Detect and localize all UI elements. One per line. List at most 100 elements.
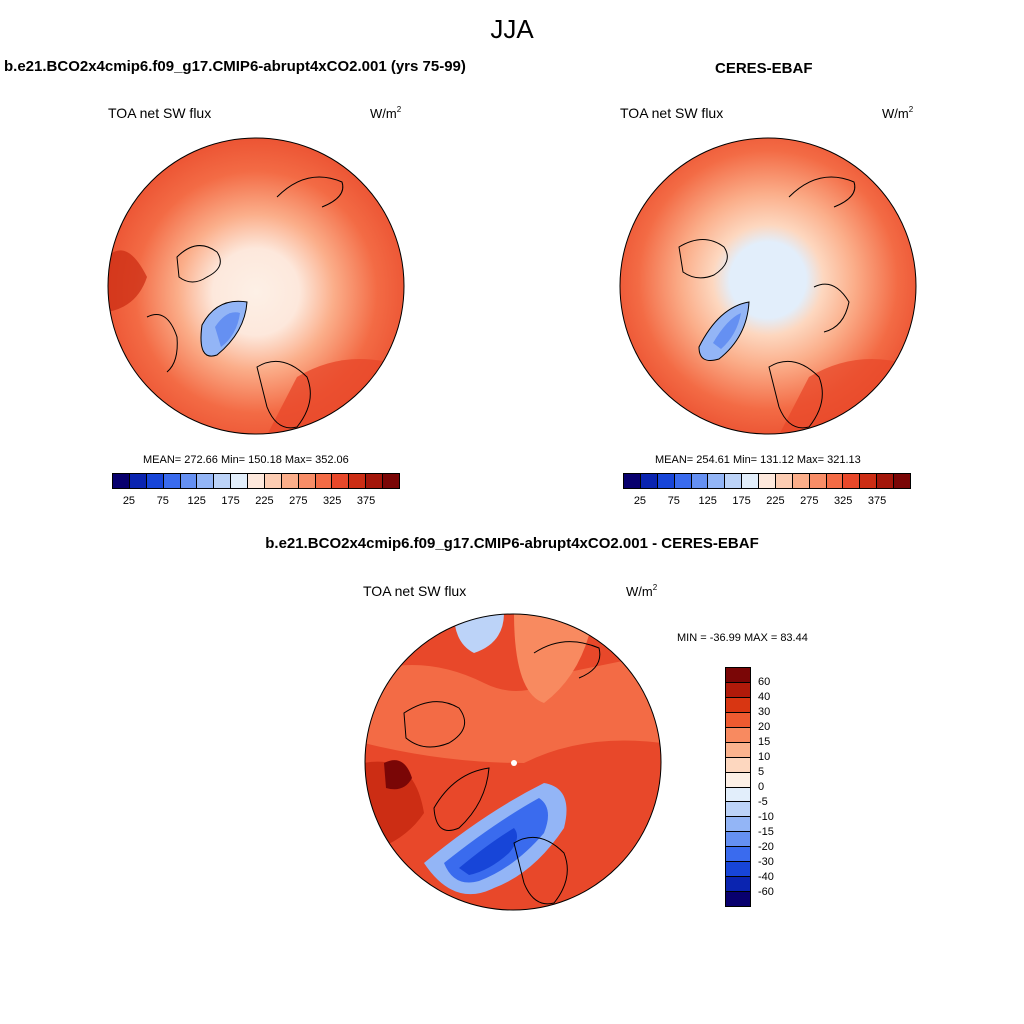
colorbar-tick-label: 75 xyxy=(156,495,169,507)
colorbar-swatch xyxy=(792,474,810,488)
colorbar-swatch xyxy=(332,474,350,488)
panel-3-negative-region-deep xyxy=(459,828,518,875)
colorbar-tick-label: 60 xyxy=(758,676,771,688)
colorbar-tick-label: -15 xyxy=(758,826,774,838)
colorbar-tick-label: 75 xyxy=(667,495,680,507)
panel-3-max-hotspot xyxy=(384,760,412,790)
colorbar-swatch xyxy=(298,474,316,488)
panel-1-colorbar xyxy=(112,473,400,489)
panel-3-greenland xyxy=(433,767,490,831)
panel-2-title: CERES-EBAF xyxy=(715,60,813,77)
colorbar-swatch xyxy=(726,802,750,818)
panel-1-coastline-2 xyxy=(256,360,311,429)
colorbar-tick-label: 5 xyxy=(758,766,765,778)
panel-3-pole-marker xyxy=(511,760,517,766)
colorbar-swatch xyxy=(726,847,750,863)
colorbar-tick-label: 225 xyxy=(255,495,274,507)
colorbar-swatch xyxy=(725,474,743,488)
panel-1-unit-label: W/m2 xyxy=(370,105,402,121)
colorbar-swatch xyxy=(366,474,383,488)
panel-1-polar-map xyxy=(107,137,405,435)
panel-2-greenland-core xyxy=(713,313,741,349)
panel-3-positive-band-1 xyxy=(365,653,661,763)
colorbar-swatch xyxy=(197,474,215,488)
panel-2-colorbar-ticks: 25 75 125 175 225 275 325 375 xyxy=(623,495,911,509)
panel-2-coastline-3 xyxy=(788,176,856,208)
colorbar-swatch xyxy=(860,474,878,488)
panel-3-unit-label: W/m2 xyxy=(626,583,658,599)
panel-3-coastline-2 xyxy=(513,836,568,905)
colorbar-tick-label: 25 xyxy=(633,495,647,507)
colorbar-swatch xyxy=(726,727,750,743)
panel-1-coastline-4 xyxy=(146,314,178,373)
panel-1-low-albedo-region xyxy=(108,250,147,312)
panel-2-stats: MEAN= 254.61 Min= 131.12 Max= 321.13 xyxy=(655,454,861,466)
colorbar-swatch xyxy=(264,474,282,488)
colorbar-swatch xyxy=(180,474,198,488)
colorbar-swatch xyxy=(726,668,750,683)
panel-3-title: b.e21.BCO2x4cmip6.f09_g17.CMIP6-abrupt4x… xyxy=(265,535,759,552)
panel-2-unit-label: W/m2 xyxy=(882,105,914,121)
colorbar-tick-label: 15 xyxy=(758,736,771,748)
colorbar-swatch xyxy=(759,474,776,488)
colorbar-swatch xyxy=(726,787,750,803)
figure-title: JJA xyxy=(490,14,534,44)
panel-3-polar-map xyxy=(364,613,662,911)
colorbar-swatch xyxy=(281,474,299,488)
panel-2-coastline-4 xyxy=(813,283,850,333)
colorbar-swatch xyxy=(894,474,910,488)
colorbar-tick-label: -40 xyxy=(758,871,774,883)
colorbar-swatch xyxy=(726,817,750,833)
colorbar-tick-label: -5 xyxy=(758,796,768,808)
colorbar-swatch xyxy=(742,474,759,488)
panel-1-stats: MEAN= 272.66 Min= 150.18 Max= 352.06 xyxy=(143,454,349,466)
colorbar-tick-label: 325 xyxy=(834,495,853,507)
colorbar-swatch xyxy=(640,474,658,488)
colorbar-tick-label: -30 xyxy=(758,856,774,868)
colorbar-swatch xyxy=(826,474,844,488)
panel-2-coastline-2 xyxy=(768,360,823,429)
colorbar-swatch xyxy=(726,772,750,788)
colorbar-tick-label: 20 xyxy=(758,721,771,733)
colorbar-swatch xyxy=(231,474,248,488)
panel-3-positive-band-2 xyxy=(514,614,594,703)
colorbar-swatch xyxy=(726,832,750,848)
colorbar-tick-label: 175 xyxy=(221,495,240,507)
panel-3-colorbar-ticks: 60 40 30 20 15 10 5 0 -5 -10 -15 -20 -30 -40 -60 xyxy=(758,667,798,907)
colorbar-swatch xyxy=(657,474,675,488)
colorbar-swatch xyxy=(146,474,164,488)
colorbar-tick-label: -60 xyxy=(758,886,774,898)
panel-3-negative-region-north xyxy=(454,614,504,653)
colorbar-swatch xyxy=(775,474,793,488)
colorbar-swatch xyxy=(708,474,726,488)
colorbar-swatch xyxy=(726,892,750,906)
colorbar-swatch xyxy=(809,474,827,488)
panel-3-coastline-3 xyxy=(533,641,601,679)
colorbar-swatch xyxy=(315,474,333,488)
panel-3-stats: MIN = -36.99 MAX = 83.44 xyxy=(677,632,808,644)
colorbar-swatch xyxy=(726,862,750,878)
panel-1-coastline-3 xyxy=(276,176,344,208)
colorbar-swatch xyxy=(726,742,750,758)
colorbar-swatch xyxy=(674,474,692,488)
colorbar-swatch xyxy=(248,474,265,488)
colorbar-swatch xyxy=(726,682,750,698)
panel-1-title: b.e21.BCO2x4cmip6.f09_g17.CMIP6-abrupt4x… xyxy=(4,58,466,75)
colorbar-tick-label: 375 xyxy=(867,495,887,507)
colorbar-swatch xyxy=(691,474,709,488)
colorbar-swatch xyxy=(163,474,181,488)
colorbar-swatch xyxy=(843,474,861,488)
panel-3-colorbar xyxy=(725,667,751,907)
panel-1-variable-label: TOA net SW flux xyxy=(108,105,212,121)
colorbar-swatch xyxy=(726,757,750,773)
colorbar-swatch xyxy=(726,712,750,728)
colorbar-tick-label: 40 xyxy=(758,691,771,703)
panel-1-coastline-1 xyxy=(176,245,221,283)
colorbar-tick-label: 125 xyxy=(698,495,717,507)
colorbar-tick-label: 0 xyxy=(758,781,765,793)
colorbar-swatch xyxy=(129,474,147,488)
colorbar-tick-label: 325 xyxy=(323,495,342,507)
panel-3-variable-label: TOA net SW flux xyxy=(363,583,467,599)
colorbar-tick-label: 375 xyxy=(356,495,376,507)
colorbar-swatch xyxy=(214,474,232,488)
